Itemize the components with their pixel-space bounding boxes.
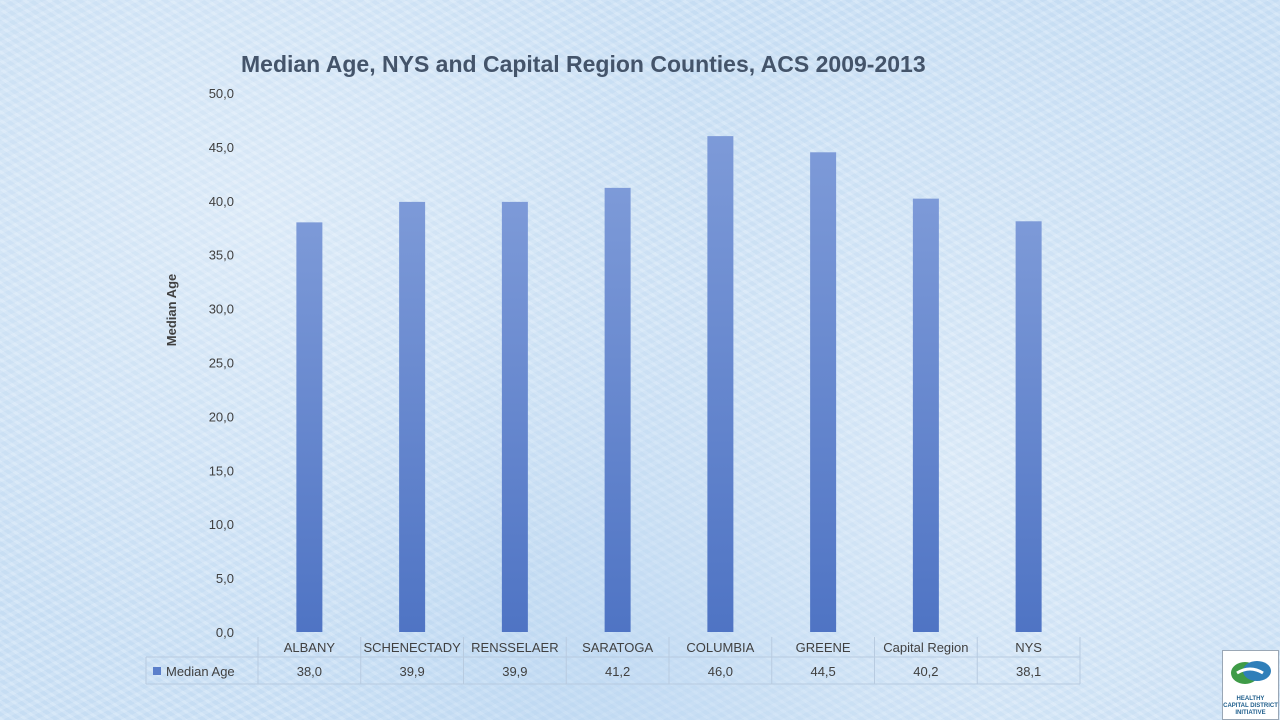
healthy-capital-district-logo: HEALTHY CAPITAL DISTRICT INITIATIVE <box>1222 650 1279 720</box>
category-label: NYS <box>1015 640 1042 655</box>
legend-series-name: Median Age <box>166 664 235 679</box>
y-axis-title: Median Age <box>164 274 179 346</box>
legend-swatch <box>153 667 161 675</box>
y-tick-label: 45,0 <box>209 140 234 155</box>
value-label: 39,9 <box>502 664 527 679</box>
bars <box>296 136 1042 633</box>
category-labels: ALBANY SCHENECTADY RENSSELAER SARATOGA COLUM… <box>284 640 1043 655</box>
y-tick-label: 0,0 <box>216 625 234 640</box>
y-tick-label: 5,0 <box>216 571 234 586</box>
data-table-grid <box>145 637 1081 685</box>
category-label: GREENE <box>796 640 851 655</box>
y-tick-label: 15,0 <box>209 463 234 478</box>
bar <box>912 198 939 633</box>
bar <box>296 222 323 633</box>
value-label: 46,0 <box>708 664 733 679</box>
category-label: ALBANY <box>284 640 336 655</box>
chart-title: Median Age, NYS and Capital Region Count… <box>241 51 926 77</box>
value-label: 38,0 <box>297 664 322 679</box>
category-label: COLUMBIA <box>686 640 754 655</box>
bar <box>501 201 528 633</box>
bar <box>1015 221 1042 633</box>
category-label: RENSSELAER <box>471 640 558 655</box>
category-label: SCHENECTADY <box>363 640 461 655</box>
bar <box>399 201 426 633</box>
category-label: SARATOGA <box>582 640 653 655</box>
logo-line-2: CAPITAL DISTRICT <box>1223 703 1278 709</box>
value-label: 44,5 <box>810 664 835 679</box>
value-label: 38,1 <box>1016 664 1041 679</box>
category-label: Capital Region <box>883 640 968 655</box>
y-tick-label: 30,0 <box>209 302 234 317</box>
legend-row: Median Age <box>153 664 235 679</box>
value-label: 39,9 <box>399 664 424 679</box>
y-tick-label: 35,0 <box>209 248 234 263</box>
bar <box>810 152 837 633</box>
bar <box>604 187 631 632</box>
bar <box>707 136 734 632</box>
value-label: 40,2 <box>913 664 938 679</box>
y-tick-label: 25,0 <box>209 356 234 371</box>
logo-line-1: HEALTHY <box>1236 696 1265 702</box>
y-tick-label: 40,0 <box>209 194 234 209</box>
value-label: 41,2 <box>605 664 630 679</box>
y-tick-label: 20,0 <box>209 409 234 424</box>
y-tick-label: 50,0 <box>209 86 234 101</box>
y-tick-label: 10,0 <box>209 517 234 532</box>
y-axis-ticks: 0,0 5,0 10,0 15,0 20,0 25,0 30,0 35,0 40,0 45,0 50… <box>209 86 234 640</box>
data-table-values: 38,0 39,9 39,9 41,2 46,0 44,5 40,2 38,1 <box>297 664 1042 679</box>
logo-line-3: INITIATIVE <box>1235 710 1266 716</box>
handshake-icon <box>1231 661 1271 684</box>
